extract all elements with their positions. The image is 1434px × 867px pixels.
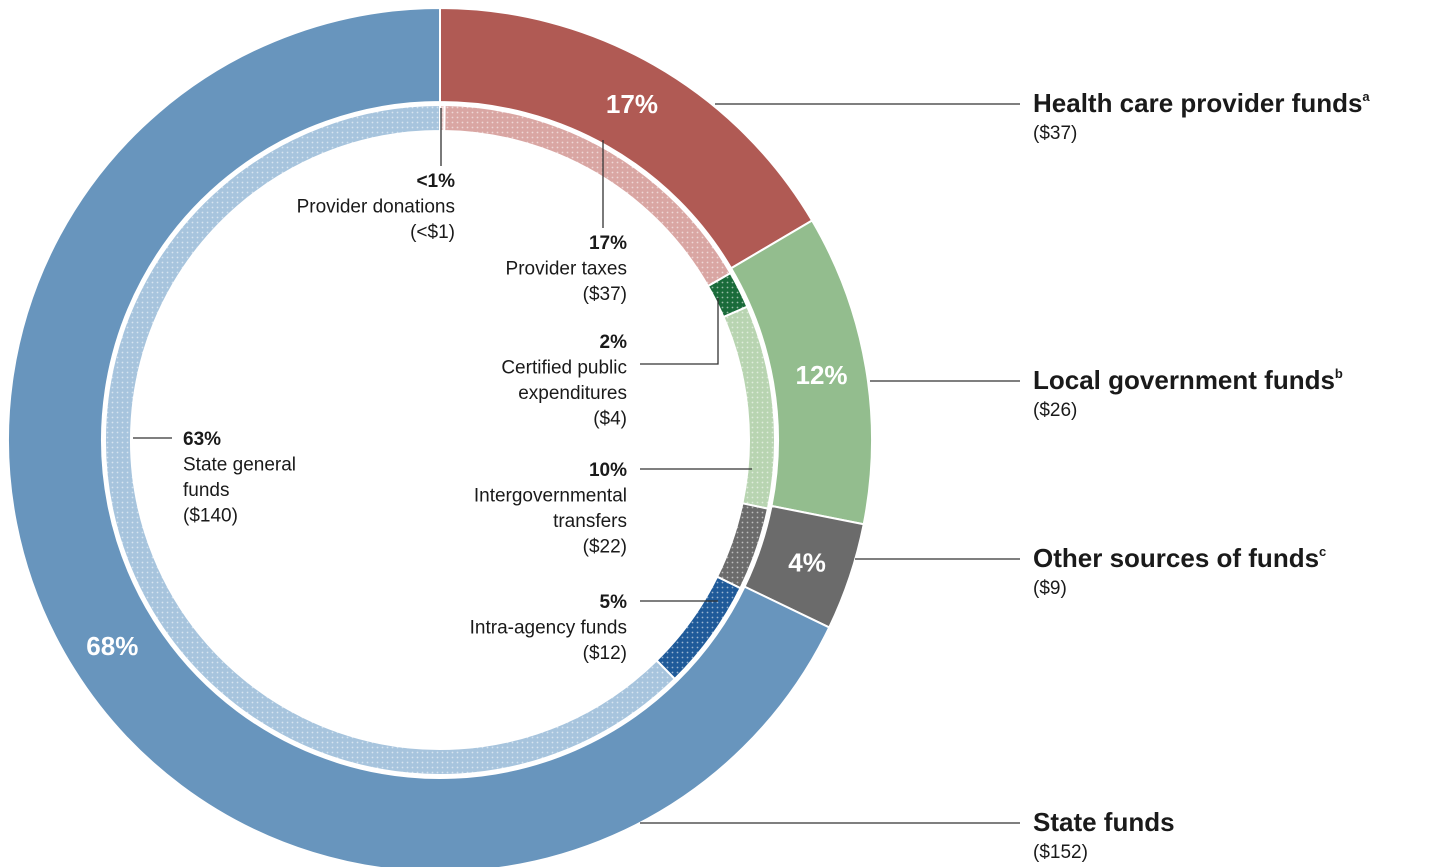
segment-percent: 4% — [788, 548, 826, 578]
donut-segment — [104, 103, 677, 776]
segment-percent: 12% — [796, 360, 848, 390]
inner-percent: <1% — [416, 171, 455, 192]
inner-percent: 5% — [600, 592, 628, 613]
inner-name: Intergovernmental — [474, 486, 627, 507]
segment-percent: 17% — [606, 89, 658, 119]
inner-name: State general — [183, 455, 296, 476]
footnote-mark: a — [1362, 89, 1370, 104]
inner-percent: 17% — [589, 233, 627, 254]
inner-value: ($12) — [583, 643, 627, 664]
inner-value: ($140) — [183, 506, 238, 527]
inner-name: Intra-agency funds — [470, 618, 627, 639]
legend-name: State funds — [1033, 807, 1175, 837]
footnote-mark: b — [1335, 366, 1343, 381]
legend-name-text: Other sources of funds — [1033, 543, 1319, 573]
legend-name: Local government fundsb — [1033, 365, 1343, 395]
legend-name: Other sources of fundsc — [1033, 543, 1326, 573]
legend-name-text: State funds — [1033, 807, 1175, 837]
inner-percent: 10% — [589, 460, 627, 481]
legend-value: ($152) — [1033, 842, 1088, 863]
leader-line — [640, 298, 719, 365]
inner-name: funds — [183, 480, 229, 501]
legend-value: ($37) — [1033, 123, 1077, 144]
inner-value: ($37) — [583, 284, 627, 305]
legend-value: ($26) — [1033, 400, 1077, 421]
inner-name: expenditures — [518, 383, 627, 404]
legend-name-text: Health care provider funds — [1033, 88, 1362, 118]
inner-percent: 63% — [183, 429, 221, 450]
donut-segment — [7, 6, 831, 867]
legend-name-text: Local government funds — [1033, 365, 1335, 395]
legend-value: ($9) — [1033, 578, 1067, 599]
footnote-mark: c — [1319, 544, 1326, 559]
inner-name: Provider donations — [297, 197, 455, 218]
segment-percent: 68% — [86, 631, 138, 661]
legend-name: Health care provider fundsa — [1033, 88, 1370, 118]
inner-value: (<$1) — [410, 222, 455, 243]
inner-name: Provider taxes — [506, 259, 627, 280]
inner-name: transfers — [553, 511, 627, 532]
inner-value: ($4) — [593, 409, 627, 430]
inner-value: ($22) — [583, 537, 627, 558]
inner-percent: 2% — [600, 332, 628, 353]
donut-segment — [439, 6, 814, 270]
inner-name: Certified public — [501, 358, 627, 379]
